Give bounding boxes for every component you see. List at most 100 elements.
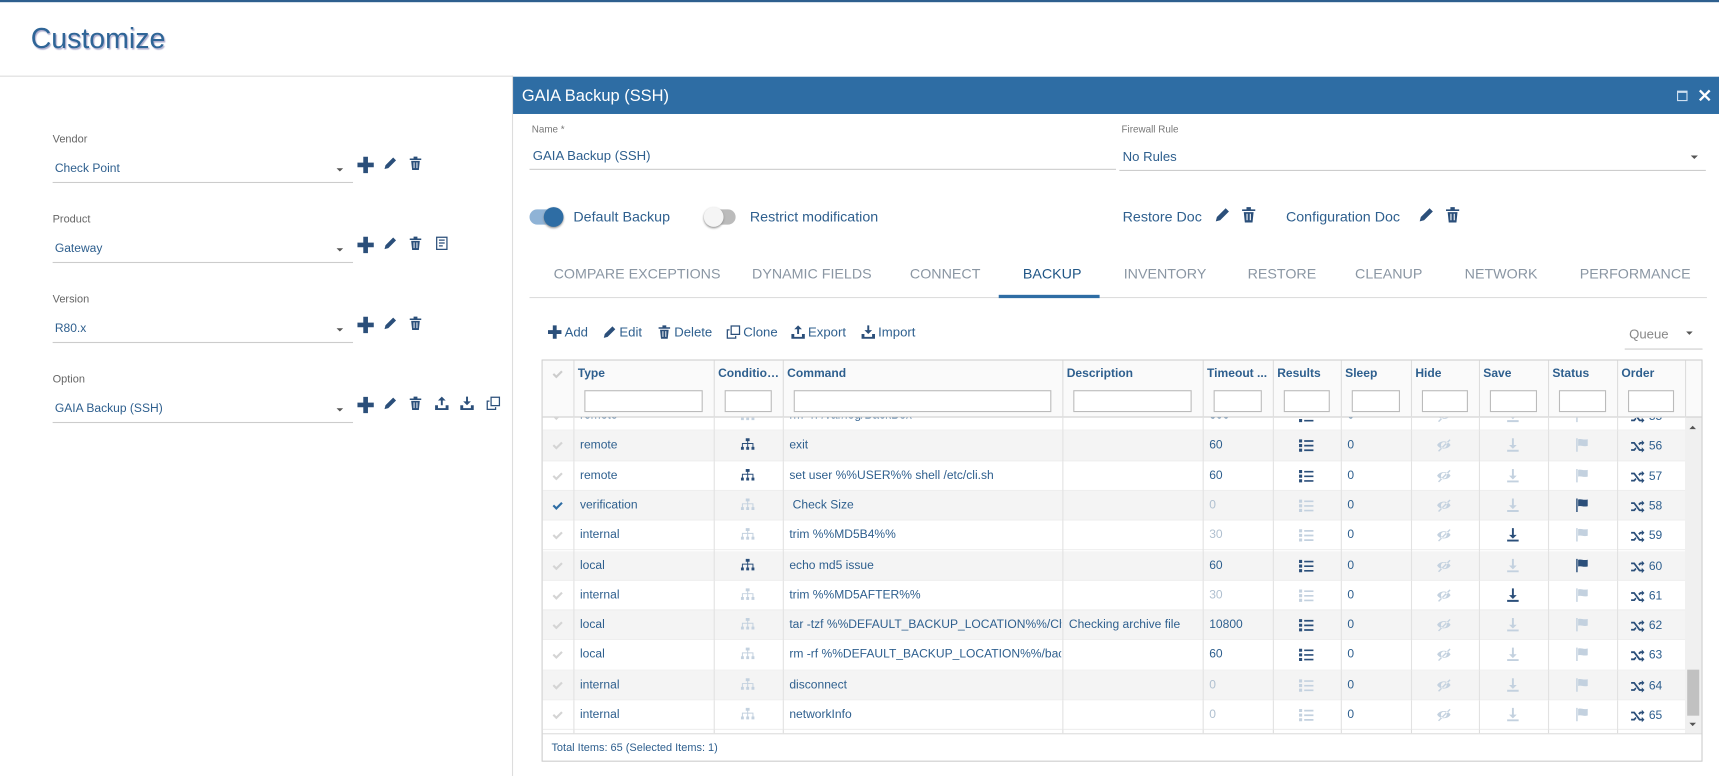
cell-divider: [782, 640, 784, 671]
order-cell: 65: [1648, 709, 1663, 723]
scrollbar-thumb[interactable]: [1687, 669, 1700, 716]
tab[interactable]: CONNECT: [909, 265, 981, 282]
table-row[interactable]: internal trim %%MD5AFTER%% 30 0 61: [542, 580, 1686, 611]
column-header[interactable]: Type: [577, 367, 606, 381]
dropdown-value: GAIA Backup (SSH): [54, 402, 163, 416]
table-row[interactable]: local tar -tzf %%DEFAULT_BACKUP_LOCATION%…: [542, 610, 1686, 641]
cell-divider: [1547, 490, 1550, 521]
delete-doc-icon: [1446, 207, 1460, 223]
column-header[interactable]: Order: [1621, 367, 1655, 381]
icon-shape: [552, 501, 563, 510]
order-icon: [1631, 530, 1645, 543]
icon-shape: [336, 248, 344, 252]
status-icon: [1576, 468, 1588, 482]
icon-shape: [740, 558, 755, 570]
table-row[interactable]: local rm -rf %%DEFAULT_BACKUP_LOCATION%%/…: [542, 640, 1686, 671]
tab[interactable]: BACKUP: [1022, 265, 1082, 282]
toolbar-button[interactable]: Add: [564, 324, 589, 340]
dropdown[interactable]: Check Point: [52, 153, 354, 184]
hide-icon: [1437, 529, 1451, 542]
column-header[interactable]: Timeout ...: [1207, 367, 1268, 381]
cell-divider: [713, 417, 715, 432]
column-filter[interactable]: [1421, 390, 1468, 413]
icon-shape: [1576, 648, 1588, 662]
column-filter[interactable]: [1283, 390, 1330, 413]
tab[interactable]: PERFORMANCE: [1579, 265, 1691, 282]
toolbar-button[interactable]: Clone: [743, 324, 778, 340]
icon-shape: [460, 396, 474, 411]
dropdown[interactable]: No Rules: [1119, 142, 1706, 171]
sleep-cell: 0: [1347, 498, 1355, 512]
sleep-cell: 0: [1347, 418, 1354, 422]
column-header[interactable]: Command: [787, 367, 847, 381]
column-filter[interactable]: [1628, 390, 1675, 413]
table-row[interactable]: verification Check Size 0 0 58: [542, 490, 1686, 521]
hide-icon: [1437, 708, 1451, 722]
table-row[interactable]: remote rm -rf /var/log/BackBox 600 0 55: [542, 417, 1686, 432]
save-icon: [1507, 558, 1519, 572]
column-header[interactable]: Save: [1483, 367, 1512, 381]
column-header[interactable]: Description: [1066, 367, 1134, 381]
toggle[interactable]: [703, 207, 736, 227]
toolbar-button[interactable]: Import: [878, 324, 916, 340]
column-filter[interactable]: [724, 390, 772, 413]
type-cell: local: [579, 618, 605, 632]
dropdown-caret: [336, 248, 344, 252]
column-header[interactable]: Status: [1552, 367, 1590, 381]
cell-divider: [1340, 431, 1342, 461]
cell-divider: [1547, 640, 1550, 671]
toolbar-button[interactable]: Edit: [619, 324, 643, 340]
column-filter[interactable]: [1558, 390, 1607, 413]
column-filter[interactable]: [793, 390, 1052, 413]
cell-divider: [713, 431, 715, 461]
toolbar-button[interactable]: Delete: [674, 324, 713, 340]
tab[interactable]: COMPARE EXCEPTIONS: [553, 265, 721, 282]
column-header[interactable]: Hide: [1415, 367, 1442, 381]
icon-shape: [383, 317, 396, 330]
action-icon: [383, 317, 396, 330]
dropdown[interactable]: R80.x: [52, 313, 354, 344]
dropdown[interactable]: GAIA Backup (SSH): [52, 393, 354, 424]
action-icon: [409, 236, 422, 251]
tab[interactable]: INVENTORY: [1123, 265, 1207, 282]
column-filter[interactable]: [1489, 390, 1538, 413]
dropdown[interactable]: Gateway: [52, 233, 354, 264]
column-filter[interactable]: [1213, 390, 1262, 413]
table-row[interactable]: remote set user %%USER%% shell /etc/cli.s…: [542, 460, 1686, 491]
table-row[interactable]: remote exit 60 0 56: [542, 431, 1686, 461]
column-filter[interactable]: [1073, 390, 1192, 413]
column-filter[interactable]: [584, 390, 703, 413]
icon-shape: [1686, 331, 1693, 335]
table-row[interactable]: internal trim %%MD5B4%% 30 0 59: [542, 520, 1686, 551]
toggle[interactable]: [529, 207, 564, 227]
table-row[interactable]: internal networkInfo 0 0 65: [542, 700, 1686, 731]
icon-shape: [357, 156, 374, 174]
tab[interactable]: RESTORE: [1247, 265, 1317, 282]
icon-shape: [1576, 498, 1588, 512]
tab[interactable]: NETWORK: [1464, 265, 1538, 282]
tab[interactable]: CLEANUP: [1355, 265, 1423, 282]
icon-shape: [1576, 417, 1578, 423]
toolbar-icon: [603, 326, 616, 338]
column-header[interactable]: Results: [1277, 367, 1321, 381]
results-icon: [1299, 499, 1314, 512]
toolbar-button[interactable]: Export: [807, 324, 847, 340]
column-filter[interactable]: [1351, 390, 1400, 413]
timeout-cell: 30: [1209, 588, 1223, 602]
status-icon: [1576, 417, 1578, 423]
column-header[interactable]: Condition...: [718, 367, 781, 381]
type-cell: remote: [579, 468, 618, 482]
order-icon: [1631, 560, 1645, 573]
text-input[interactable]: GAIA Backup (SSH): [529, 142, 1117, 170]
command-cell: rm -rf %%DEFAULT_BACKUP_LOCATION%%/backu…: [789, 648, 1061, 662]
icon-shape: [1576, 558, 1588, 572]
tab[interactable]: DYNAMIC FIELDS: [752, 265, 872, 282]
table-row[interactable]: local echo md5 issue 60 0 60: [542, 550, 1686, 581]
cell-divider: [713, 550, 715, 581]
hide-icon: [1437, 469, 1451, 482]
table-row[interactable]: internal disconnect 0 0 64: [542, 670, 1686, 701]
condition-icon: [740, 648, 755, 660]
scroll-up: [1689, 425, 1696, 430]
queue-dropdown[interactable]: Queue: [1624, 320, 1703, 350]
column-header[interactable]: Sleep: [1345, 367, 1378, 381]
